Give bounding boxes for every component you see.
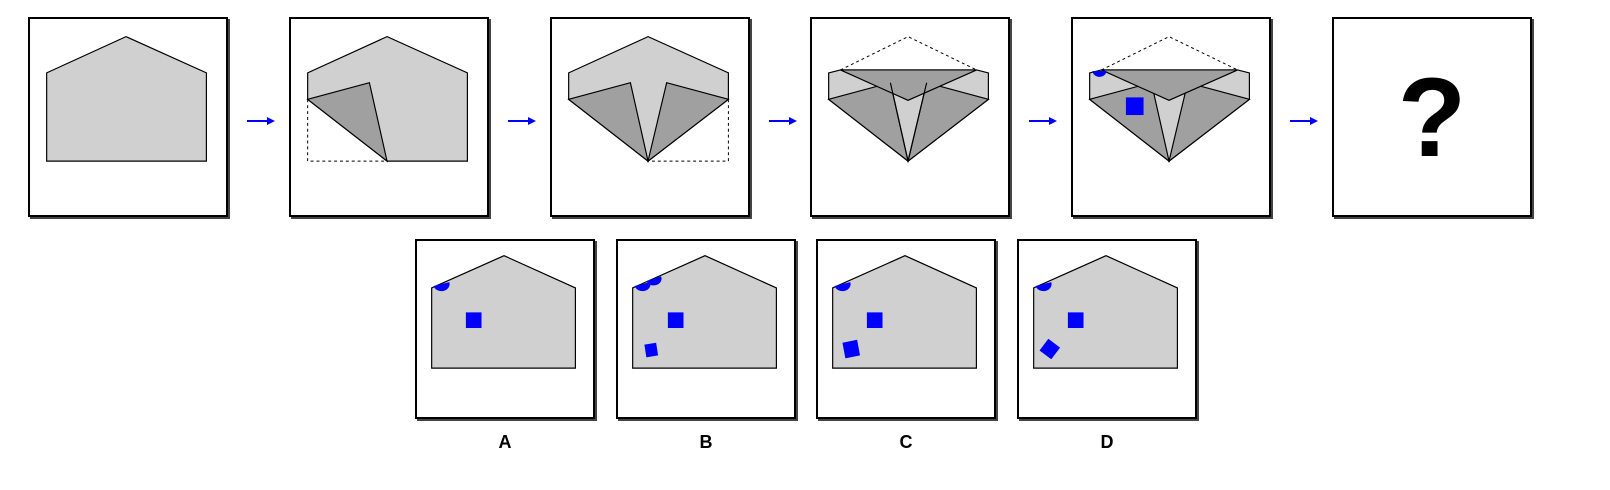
arrow-icon xyxy=(508,117,536,125)
option-b-label[interactable]: B xyxy=(699,432,713,452)
option-a-figure xyxy=(431,255,576,369)
option-c-figure xyxy=(832,255,977,369)
question-mark: ? xyxy=(1397,54,1467,180)
option-a-panel[interactable] xyxy=(415,239,595,419)
step-3-panel xyxy=(550,17,750,217)
answer-placeholder-panel: ? xyxy=(1332,17,1532,217)
step-3-figure xyxy=(567,35,730,163)
arrow-icon xyxy=(1029,117,1057,125)
arrow-icon xyxy=(1290,117,1318,125)
step-4-panel xyxy=(810,17,1010,217)
arrow-icon xyxy=(247,117,275,125)
step-5-figure xyxy=(1088,36,1251,163)
step-1-panel xyxy=(28,17,228,217)
option-b-panel[interactable] xyxy=(616,239,796,419)
arrow-icon xyxy=(769,117,797,125)
option-c-panel[interactable] xyxy=(816,239,996,419)
step-4-figure xyxy=(827,36,990,163)
step-1-figure xyxy=(46,35,207,162)
step-5-panel xyxy=(1071,17,1271,217)
option-b-figure xyxy=(632,255,777,369)
option-d-panel[interactable] xyxy=(1017,239,1197,419)
step-2-figure xyxy=(306,35,468,163)
option-d-label[interactable]: D xyxy=(1100,432,1114,452)
option-a-label[interactable]: A xyxy=(498,432,512,452)
option-d-figure xyxy=(1033,255,1178,369)
option-c-label[interactable]: C xyxy=(899,432,913,452)
step-2-panel xyxy=(289,17,489,217)
